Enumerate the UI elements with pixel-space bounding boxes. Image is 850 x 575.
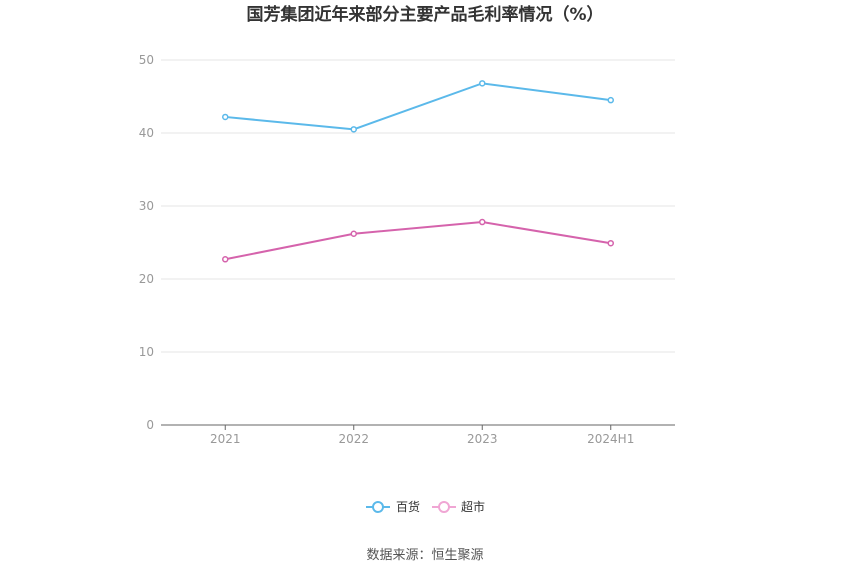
data-point-series-2-2024H1[interactable] xyxy=(607,239,614,247)
data-point-series-2-2023[interactable] xyxy=(479,218,486,226)
series-line-2 xyxy=(225,221,611,261)
data-point-series-2-2022[interactable] xyxy=(350,230,357,237)
source-note: 数据来源：恒生聚源 xyxy=(366,548,483,563)
y-tick-label-50: 50 xyxy=(139,53,154,67)
chart-title: 国芳集团近年来部分主要产品毛利率情况（%） xyxy=(246,4,603,25)
series-lines xyxy=(222,80,614,263)
gridlines xyxy=(161,59,675,353)
data-point-series-1-2021[interactable] xyxy=(222,113,229,121)
legend-marker-series-1 xyxy=(372,501,384,513)
x-tick-label-2021: 2021 xyxy=(210,432,241,446)
data-point-series-1-2024H1[interactable] xyxy=(607,96,614,104)
legend-marker-series-2 xyxy=(438,501,450,513)
legend-item-series-2[interactable]: 超市 xyxy=(432,499,485,514)
x-tick-label-2023: 2023 xyxy=(467,432,498,446)
y-tick-label-10: 10 xyxy=(139,345,154,359)
series-1 xyxy=(222,80,614,133)
y-tick-label-30: 30 xyxy=(139,199,154,213)
x-tick-label-2024H1: 2024H1 xyxy=(587,432,634,446)
data-point-series-1-2023[interactable] xyxy=(479,80,486,87)
legend-label-series-1: 百货 xyxy=(396,499,420,514)
x-axis-ticks: 2021 2022 2023 2024H1 xyxy=(210,425,634,446)
legend-item-series-1[interactable]: 百货 xyxy=(366,499,420,514)
data-point-series-1-2022[interactable] xyxy=(350,126,357,133)
legend-label-series-2: 超市 xyxy=(461,499,485,514)
legend: 百货 超市 xyxy=(366,499,485,514)
y-tick-label-0: 0 xyxy=(146,418,154,432)
series-2 xyxy=(222,218,614,263)
series-line-1 xyxy=(225,82,611,131)
y-axis-ticks: 0 10 20 30 40 50 xyxy=(139,53,154,432)
y-tick-label-40: 40 xyxy=(139,126,154,140)
y-tick-label-20: 20 xyxy=(139,272,154,286)
x-tick-label-2022: 2022 xyxy=(338,432,369,446)
data-point-series-2-2021[interactable] xyxy=(222,256,229,263)
